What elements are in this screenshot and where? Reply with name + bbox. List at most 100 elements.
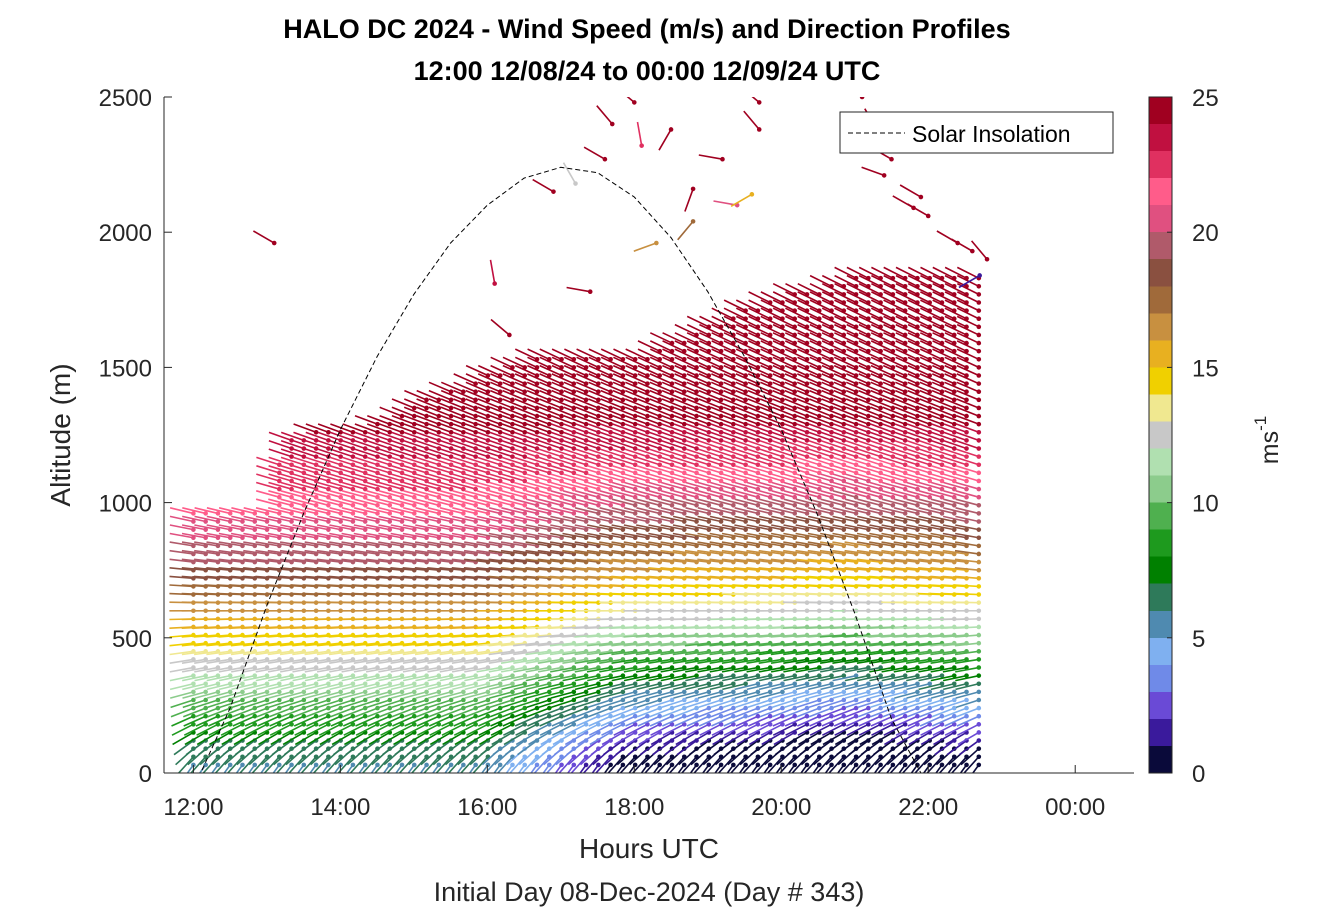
wind-barb [329, 665, 356, 673]
wind-barb [267, 665, 294, 673]
wind-barb [280, 498, 307, 508]
wind-barb [329, 448, 356, 459]
wind-barb [317, 448, 343, 459]
wind-barb [329, 439, 356, 451]
colorbar: 0 5 10 15 20 25 ms-1 [1148, 85, 1284, 788]
wind-barb [256, 705, 282, 718]
wind-barb [170, 705, 196, 718]
wind-barb [223, 762, 233, 773]
wind-barb [317, 439, 343, 451]
wind-barb [304, 524, 331, 532]
wind-barb [255, 524, 282, 532]
wind-barb [267, 532, 294, 541]
wind-barb [305, 481, 331, 492]
wind-barb [218, 665, 245, 673]
wind-barb [195, 705, 221, 718]
wind-barb [219, 705, 245, 718]
wind-barb [196, 722, 221, 736]
wind-barb [169, 532, 196, 541]
wind-barb [233, 722, 258, 736]
wind-barb [243, 507, 270, 516]
wind-barb [235, 762, 245, 773]
wind-barb [182, 673, 208, 682]
wind-barb [292, 673, 319, 682]
wind-barb [268, 705, 294, 718]
wind-barb [255, 498, 282, 508]
wind-barb [316, 532, 343, 541]
wind-barb [186, 762, 196, 773]
colorbar-ticks: 0 5 10 15 20 25 [1167, 85, 1219, 788]
wind-barb [304, 689, 331, 699]
wind-barb [243, 524, 270, 532]
wind-barb [219, 697, 245, 709]
wind-barb [268, 473, 294, 484]
x-tick-label: 22:00 [898, 794, 958, 821]
wind-barb [218, 532, 245, 541]
wind-barb [243, 681, 270, 691]
y-ticks: 0 500 1000 1500 2000 2500 [99, 85, 172, 788]
wind-barb [194, 532, 221, 541]
colorbar-tick-label: 0 [1192, 761, 1205, 788]
wind-barb [317, 507, 343, 516]
wind-barb [329, 465, 356, 476]
wind-barb [346, 762, 356, 773]
chart-subtitle: 12:00 12/08/24 to 00:00 12/09/24 UTC [414, 56, 881, 86]
x-axis-sublabel: Initial Day 08-Dec-2024 (Day # 343) [434, 877, 865, 907]
wind-barb [317, 456, 343, 468]
wind-barb [329, 456, 356, 468]
wind-barb [293, 423, 319, 435]
wind-barb [329, 490, 356, 500]
wind-barb [206, 673, 233, 682]
wind-barb [329, 532, 356, 541]
legend: Solar Insolation [839, 111, 1114, 154]
wind-barb [329, 473, 356, 484]
wind-barb [194, 681, 221, 691]
wind-barb [280, 515, 307, 524]
x-tick-label: 16:00 [457, 794, 517, 821]
wind-barb [207, 697, 233, 709]
wind-barb [280, 448, 307, 459]
wind-barb [292, 515, 319, 524]
wind-barb [245, 722, 270, 736]
wind-barb [268, 498, 294, 508]
colorbar-label-unit: ms [1256, 431, 1284, 464]
wind-barb [269, 722, 294, 736]
wind-barb [231, 689, 258, 699]
wind-barb [292, 681, 319, 691]
wind-barb [181, 532, 208, 541]
x-axis-label: Hours UTC [579, 833, 719, 864]
wind-barb [306, 713, 331, 727]
wind-barb [293, 439, 319, 451]
wind-barb [317, 423, 343, 435]
colorbar-label-exponent: -1 [1251, 416, 1270, 431]
y-tick-label: 1000 [99, 491, 152, 518]
wind-barb [292, 507, 319, 516]
wind-barb [329, 481, 356, 492]
wind-barbs [169, 97, 990, 773]
wind-barb [243, 689, 270, 699]
wind-barb [329, 498, 356, 508]
wind-barb [194, 689, 221, 699]
wind-barb [183, 722, 208, 736]
wind-barb [305, 423, 331, 435]
wind-barb [329, 689, 356, 699]
wind-barb [280, 473, 307, 484]
wind-barb [183, 713, 208, 727]
wind-barb [231, 515, 258, 524]
legend-entry-solar: Solar Insolation [912, 121, 1071, 147]
wind-barb [206, 524, 233, 532]
wind-barb [304, 532, 331, 541]
wind-barb [182, 515, 208, 524]
wind-barb [206, 681, 233, 691]
wind-barb [329, 515, 356, 524]
wind-barb [267, 524, 294, 532]
wind-barb [169, 681, 196, 691]
chart-title: HALO DC 2024 - Wind Speed (m/s) and Dire… [283, 14, 1010, 44]
wind-barb [255, 681, 282, 691]
wind-barb [321, 762, 331, 773]
wind-barb [329, 673, 356, 682]
wind-barb [243, 532, 270, 541]
wind-barb [292, 524, 319, 532]
wind-barb [292, 481, 319, 492]
